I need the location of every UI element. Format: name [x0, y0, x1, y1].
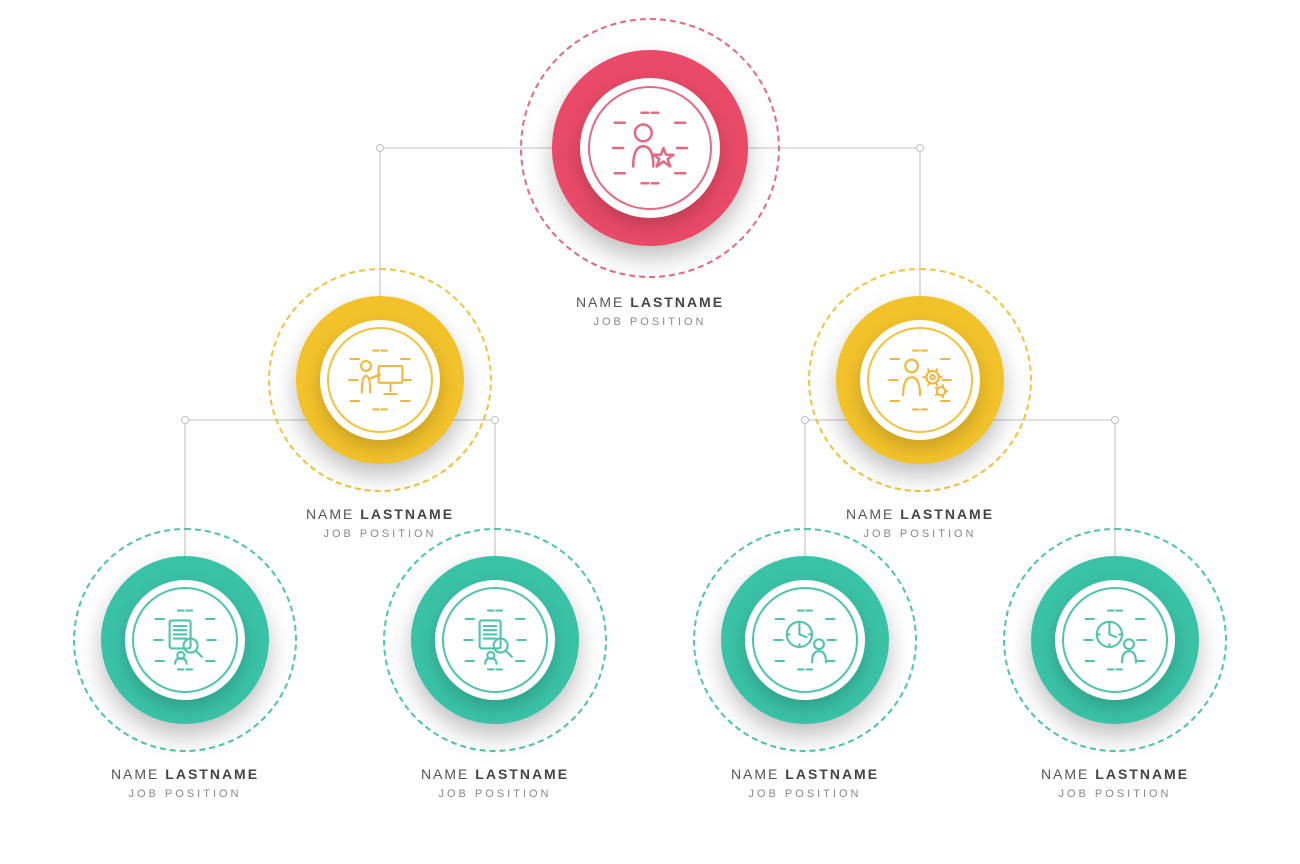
doc-search-icon [383, 528, 607, 752]
name-text: NAME LASTNAME [731, 766, 879, 782]
clock-person-icon [1003, 528, 1227, 752]
clock-person-icon [693, 528, 917, 752]
node-label-b1: NAME LASTNAME JOB POSITION [111, 766, 259, 800]
node-label-b4: NAME LASTNAME JOB POSITION [1041, 766, 1189, 800]
org-node-mid-l [268, 268, 492, 492]
org-node-b4 [1003, 528, 1227, 752]
org-node-b3 [693, 528, 917, 752]
job-text: JOB POSITION [731, 788, 879, 800]
job-text: JOB POSITION [576, 316, 724, 328]
name-text: NAME LASTNAME [306, 506, 454, 522]
org-node-root [520, 18, 780, 278]
org-chart: NAME LASTNAME JOB POSITION NAME LASTNAME JO… [0, 0, 1300, 864]
person-star-icon [520, 18, 780, 278]
name-text: NAME LASTNAME [846, 506, 994, 522]
job-text: JOB POSITION [1041, 788, 1189, 800]
name-text: NAME LASTNAME [576, 294, 724, 310]
node-label-b3: NAME LASTNAME JOB POSITION [731, 766, 879, 800]
presenter-icon [268, 268, 492, 492]
org-node-b2 [383, 528, 607, 752]
job-text: JOB POSITION [111, 788, 259, 800]
org-node-mid-r [808, 268, 1032, 492]
node-label-root: NAME LASTNAME JOB POSITION [576, 294, 724, 328]
node-label-b2: NAME LASTNAME JOB POSITION [421, 766, 569, 800]
name-text: NAME LASTNAME [111, 766, 259, 782]
name-text: NAME LASTNAME [1041, 766, 1189, 782]
name-text: NAME LASTNAME [421, 766, 569, 782]
person-gears-icon [808, 268, 1032, 492]
job-text: JOB POSITION [421, 788, 569, 800]
doc-search-icon [73, 528, 297, 752]
org-node-b1 [73, 528, 297, 752]
